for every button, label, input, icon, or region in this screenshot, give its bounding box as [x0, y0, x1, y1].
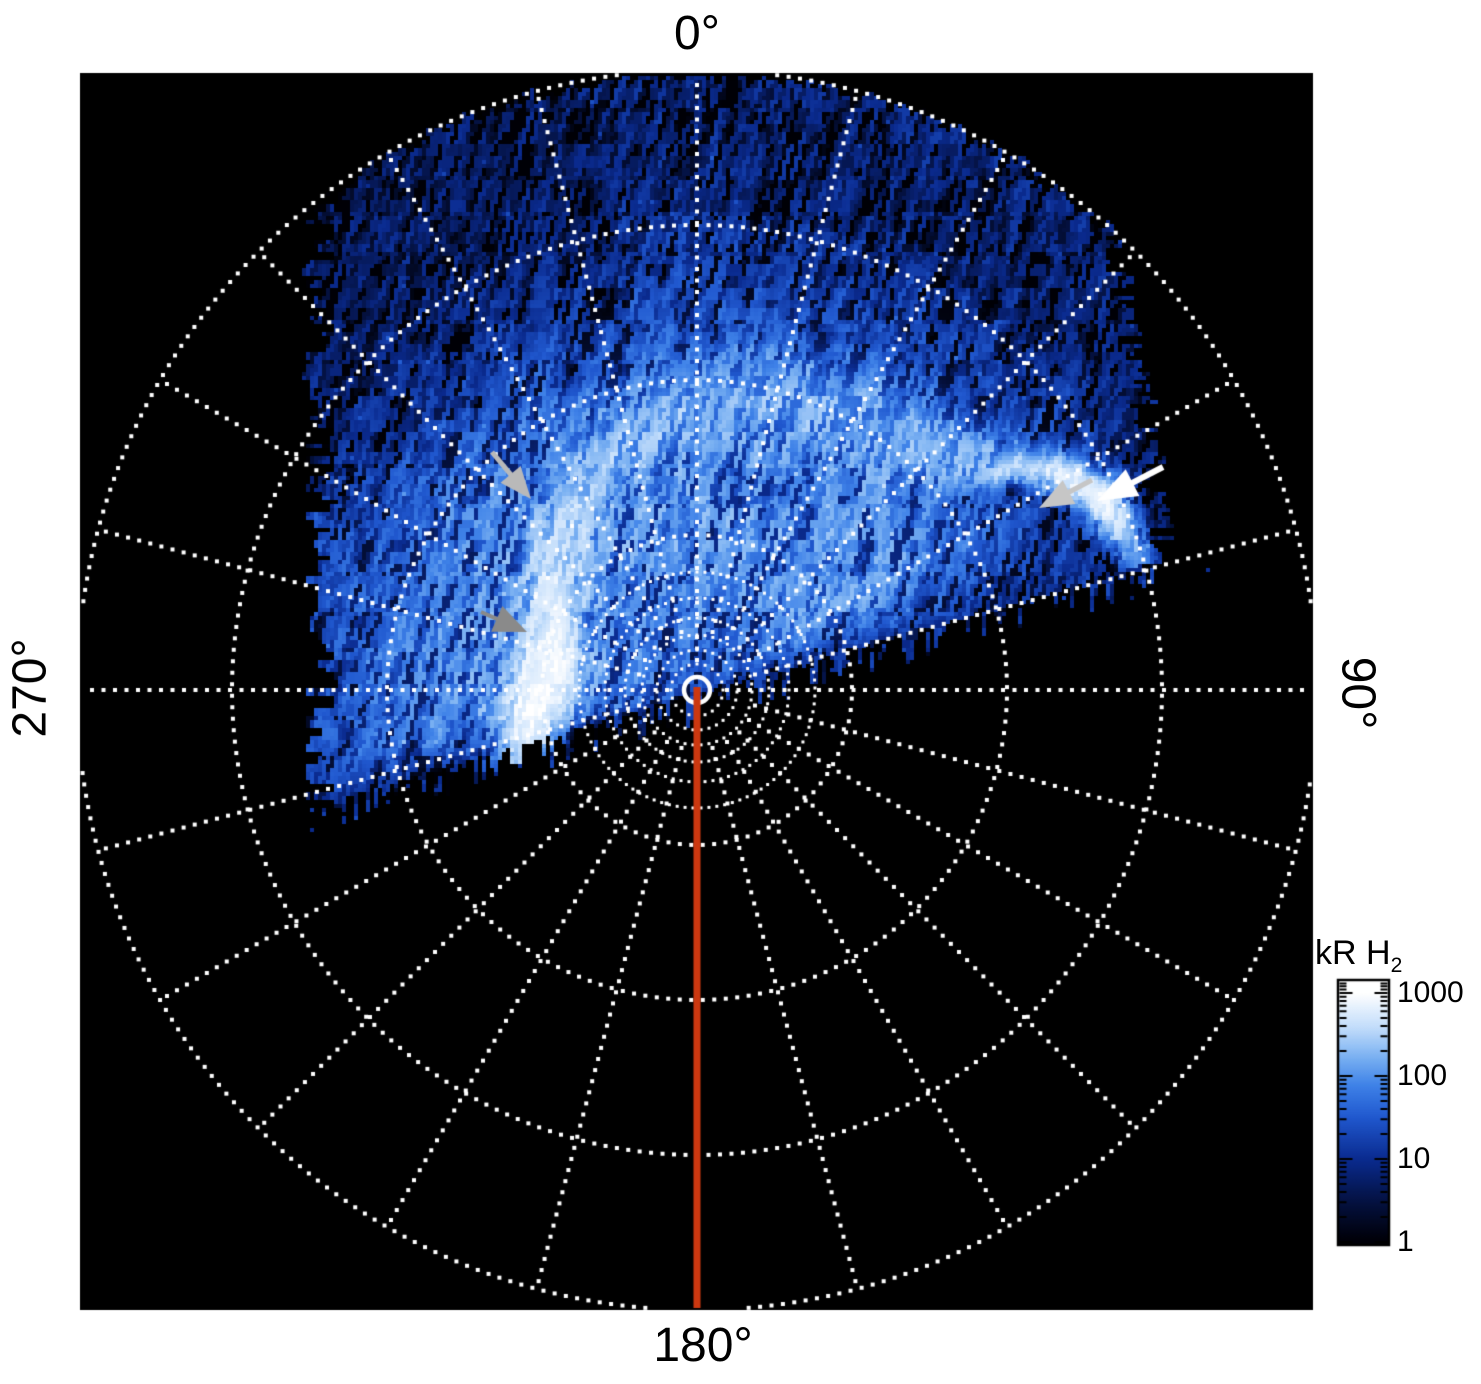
- angle-label-180: 180°: [653, 1319, 753, 1372]
- colorbar-title-main: kR H: [1315, 934, 1391, 972]
- colorbar-tick-label-1: 1: [1397, 1225, 1414, 1258]
- colorbar-title-subscript: 2: [1390, 953, 1403, 977]
- colorbar-tick-label-100: 100: [1397, 1059, 1448, 1092]
- angle-label-90: 90°: [1331, 656, 1385, 730]
- colorbar-tick-label-1000: 1000: [1397, 976, 1464, 1009]
- colorbar-tick-label-10: 10: [1397, 1142, 1431, 1175]
- angle-label-0: 0°: [674, 7, 720, 60]
- colorbar-title: kR H2: [1315, 934, 1402, 978]
- angle-label-270: 270°: [3, 638, 57, 738]
